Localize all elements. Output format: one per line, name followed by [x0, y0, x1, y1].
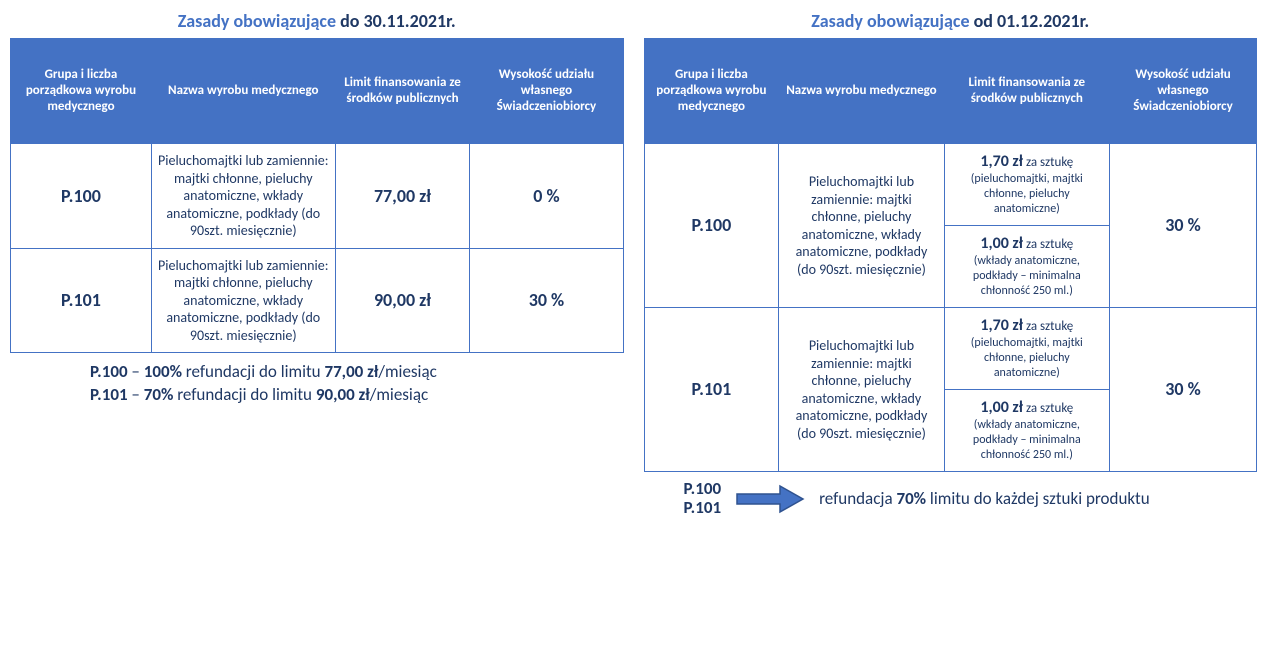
cell-code: P.101 — [11, 248, 152, 353]
cell-code: P.101 — [644, 308, 779, 472]
footer-line: P.100 – 100% refundacji do limitu 77,00 … — [90, 361, 624, 382]
arrow-right-icon — [735, 484, 805, 514]
col-header: Limit finansowania ze środków publicznyc… — [944, 39, 1109, 144]
col-header: Nazwa wyrobu medycznego — [151, 39, 335, 144]
footer-code: P.101 — [90, 384, 128, 405]
cell-name: Pieluchomajtki lub zamiennie: majtki chł… — [779, 144, 944, 308]
footer-line: P.101 – 70% refundacji do limitu 90,00 z… — [90, 384, 624, 405]
col-header: Grupa i liczba porządkowa wyrobu medyczn… — [644, 39, 779, 144]
cell-limit: 1,00 zł za sztukę (wkłady anatomiczne, p… — [944, 390, 1109, 472]
table-row: P.101 Pieluchomajtki lub zamiennie: majt… — [11, 248, 624, 353]
footer-text: refundacja 70% limitu do każdej sztuki p… — [819, 488, 1150, 509]
right-title: Zasady obowiązujące od 01.12.2021r. — [644, 10, 1258, 32]
table-row: P.101 Pieluchomajtki lub zamiennie: majt… — [644, 308, 1257, 390]
cell-limit: 1,70 zł za sztukę (pieluchomajtki, majtk… — [944, 144, 1109, 226]
cell-code: P.100 — [644, 144, 779, 308]
right-footer: P.100 P.101 refundacja 70% limitu do każ… — [644, 480, 1258, 517]
footer-val: 90,00 zł — [316, 384, 370, 405]
footer-val: 77,00 zł — [324, 361, 378, 382]
col-header: Wysokość udziału własnego Świadczeniobio… — [470, 39, 623, 144]
comparison-wrapper: Zasady obowiązujące do 30.11.2021r. Grup… — [10, 10, 1257, 517]
left-table: Grupa i liczba porządkowa wyrobu medyczn… — [10, 38, 624, 353]
right-title-prefix: Zasady obowiązujące — [811, 10, 973, 32]
left-panel: Zasady obowiązujące do 30.11.2021r. Grup… — [10, 10, 624, 407]
footer-pct: 100% — [144, 361, 182, 382]
cell-share: 30 % — [1110, 144, 1257, 308]
col-header: Grupa i liczba porządkowa wyrobu medyczn… — [11, 39, 152, 144]
table-row: P.100 Pieluchomajtki lub zamiennie: majt… — [644, 144, 1257, 226]
cell-code: P.100 — [11, 144, 152, 249]
left-title: Zasady obowiązujące do 30.11.2021r. — [10, 10, 624, 32]
col-header: Limit finansowania ze środków publicznyc… — [335, 39, 470, 144]
right-title-suffix: od 01.12.2021r. — [974, 10, 1090, 32]
table-row: P.100 Pieluchomajtki lub zamiennie: majt… — [11, 144, 624, 249]
cell-limit: 1,70 zł za sztukę (pieluchomajtki, majtk… — [944, 308, 1109, 390]
cell-limit: 90,00 zł — [335, 248, 470, 353]
cell-name: Pieluchomajtki lub zamiennie: majtki chł… — [779, 308, 944, 472]
cell-name: Pieluchomajtki lub zamiennie: majtki chł… — [151, 144, 335, 249]
footer-codes: P.100 P.101 — [684, 480, 722, 517]
left-title-prefix: Zasady obowiązujące — [178, 10, 340, 32]
table-header-row: Grupa i liczba porządkowa wyrobu medyczn… — [644, 39, 1257, 144]
cell-limit: 77,00 zł — [335, 144, 470, 249]
right-panel: Zasady obowiązujące od 01.12.2021r. Grup… — [644, 10, 1258, 517]
footer-pct: 70% — [896, 488, 926, 509]
cell-share: 0 % — [470, 144, 623, 249]
cell-share: 30 % — [470, 248, 623, 353]
footer-pct: 70% — [144, 384, 174, 405]
footer-code: P.100 — [684, 480, 722, 499]
cell-share: 30 % — [1110, 308, 1257, 472]
table-header-row: Grupa i liczba porządkowa wyrobu medyczn… — [11, 39, 624, 144]
left-footer: P.100 – 100% refundacji do limitu 77,00 … — [10, 361, 624, 405]
right-table: Grupa i liczba porządkowa wyrobu medyczn… — [644, 38, 1258, 472]
cell-name: Pieluchomajtki lub zamiennie: majtki chł… — [151, 248, 335, 353]
cell-limit: 1,00 zł za sztukę (wkłady anatomiczne, p… — [944, 226, 1109, 308]
footer-code: P.101 — [684, 499, 722, 518]
col-header: Wysokość udziału własnego Świadczeniobio… — [1110, 39, 1257, 144]
left-title-suffix: do 30.11.2021r. — [340, 10, 456, 32]
footer-code: P.100 — [90, 361, 128, 382]
col-header: Nazwa wyrobu medycznego — [779, 39, 944, 144]
